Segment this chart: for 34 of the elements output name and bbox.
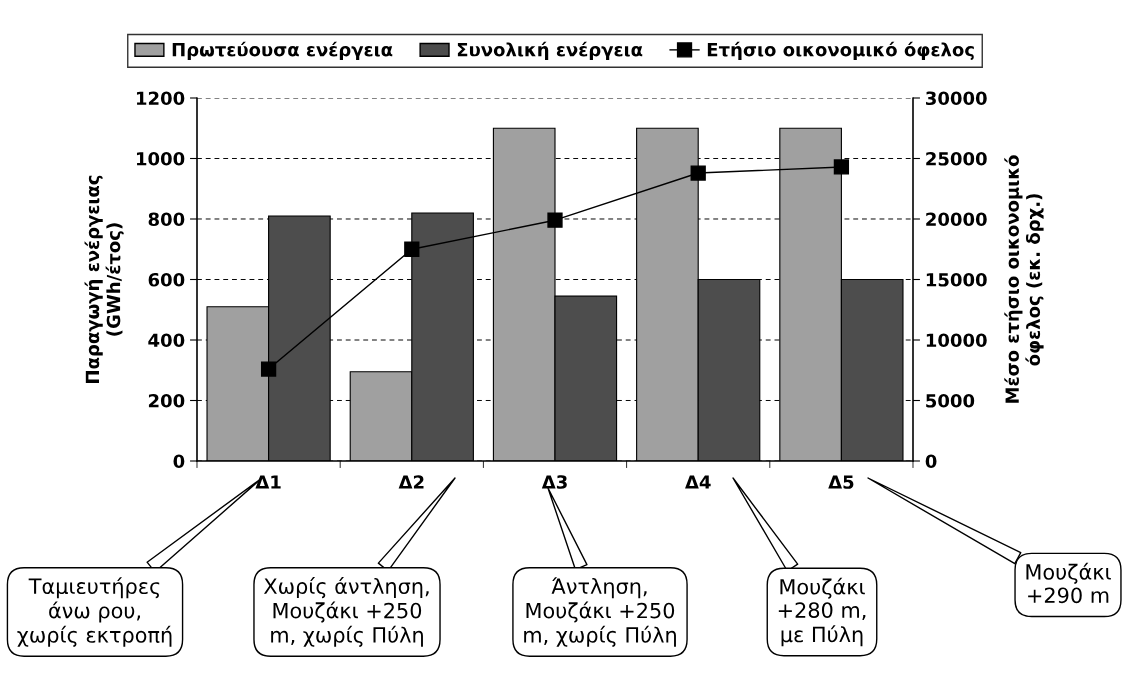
y2-tick-label: 0 bbox=[925, 454, 937, 469]
text: Χωρίς άντληση, Μουζάκι +250 m, χωρίς Πύλη bbox=[263, 577, 429, 647]
y2-tick-label: 30000 bbox=[926, 91, 987, 106]
y2-tick-label: 5000 bbox=[926, 393, 975, 408]
legend-label: Συνολική ενέργεια bbox=[457, 41, 643, 60]
y2-axis-title: Μέσο ετήσιο οικονομικό όφελος (εκ. δρχ.) bbox=[1004, 155, 1044, 403]
text: Μουζάκι +290 m bbox=[1026, 562, 1111, 604]
point bbox=[547, 212, 563, 228]
y-tick-label: 800 bbox=[148, 212, 185, 227]
point bbox=[833, 159, 850, 175]
text: Μουζάκι +280 m, με Πύλη bbox=[778, 577, 866, 647]
x-tick-label: Δ5 bbox=[828, 475, 854, 489]
legend-label: Ετήσιο οικονομικό όφελος bbox=[707, 41, 974, 60]
y-tick-label: 200 bbox=[148, 393, 185, 408]
point bbox=[404, 241, 420, 257]
x-tick-label: Δ4 bbox=[685, 475, 711, 489]
text: Άντληση, Μουζάκι +250 m, χωρίς Πύλη bbox=[524, 577, 676, 647]
y2-tick-label: 15000 bbox=[926, 272, 987, 287]
x-tick-label: Δ1 bbox=[255, 475, 281, 489]
point bbox=[260, 361, 277, 377]
y-tick-label: 1000 bbox=[136, 151, 185, 166]
x-tick-label: Δ2 bbox=[398, 475, 424, 489]
y-tick-label: 600 bbox=[148, 272, 185, 287]
x-tick-label: Δ3 bbox=[541, 475, 567, 489]
point bbox=[690, 165, 706, 181]
y-tick-label: 1200 bbox=[136, 91, 185, 106]
legend-label: Πρωτεύουσα ενέργεια bbox=[172, 41, 393, 60]
y-tick-label: 0 bbox=[173, 454, 185, 469]
y2-tick-label: 25000 bbox=[926, 151, 987, 166]
y-tick-label: 400 bbox=[148, 333, 185, 348]
y2-tick-label: 20000 bbox=[926, 212, 987, 227]
text: Ταμιευτήρες άνω ρου, χωρίς εκτροπή bbox=[17, 577, 172, 647]
y-axis-title: Παραγωγή ενέργειας (GWh/έτος) bbox=[84, 175, 124, 383]
y2-tick-label: 10000 bbox=[926, 333, 987, 348]
